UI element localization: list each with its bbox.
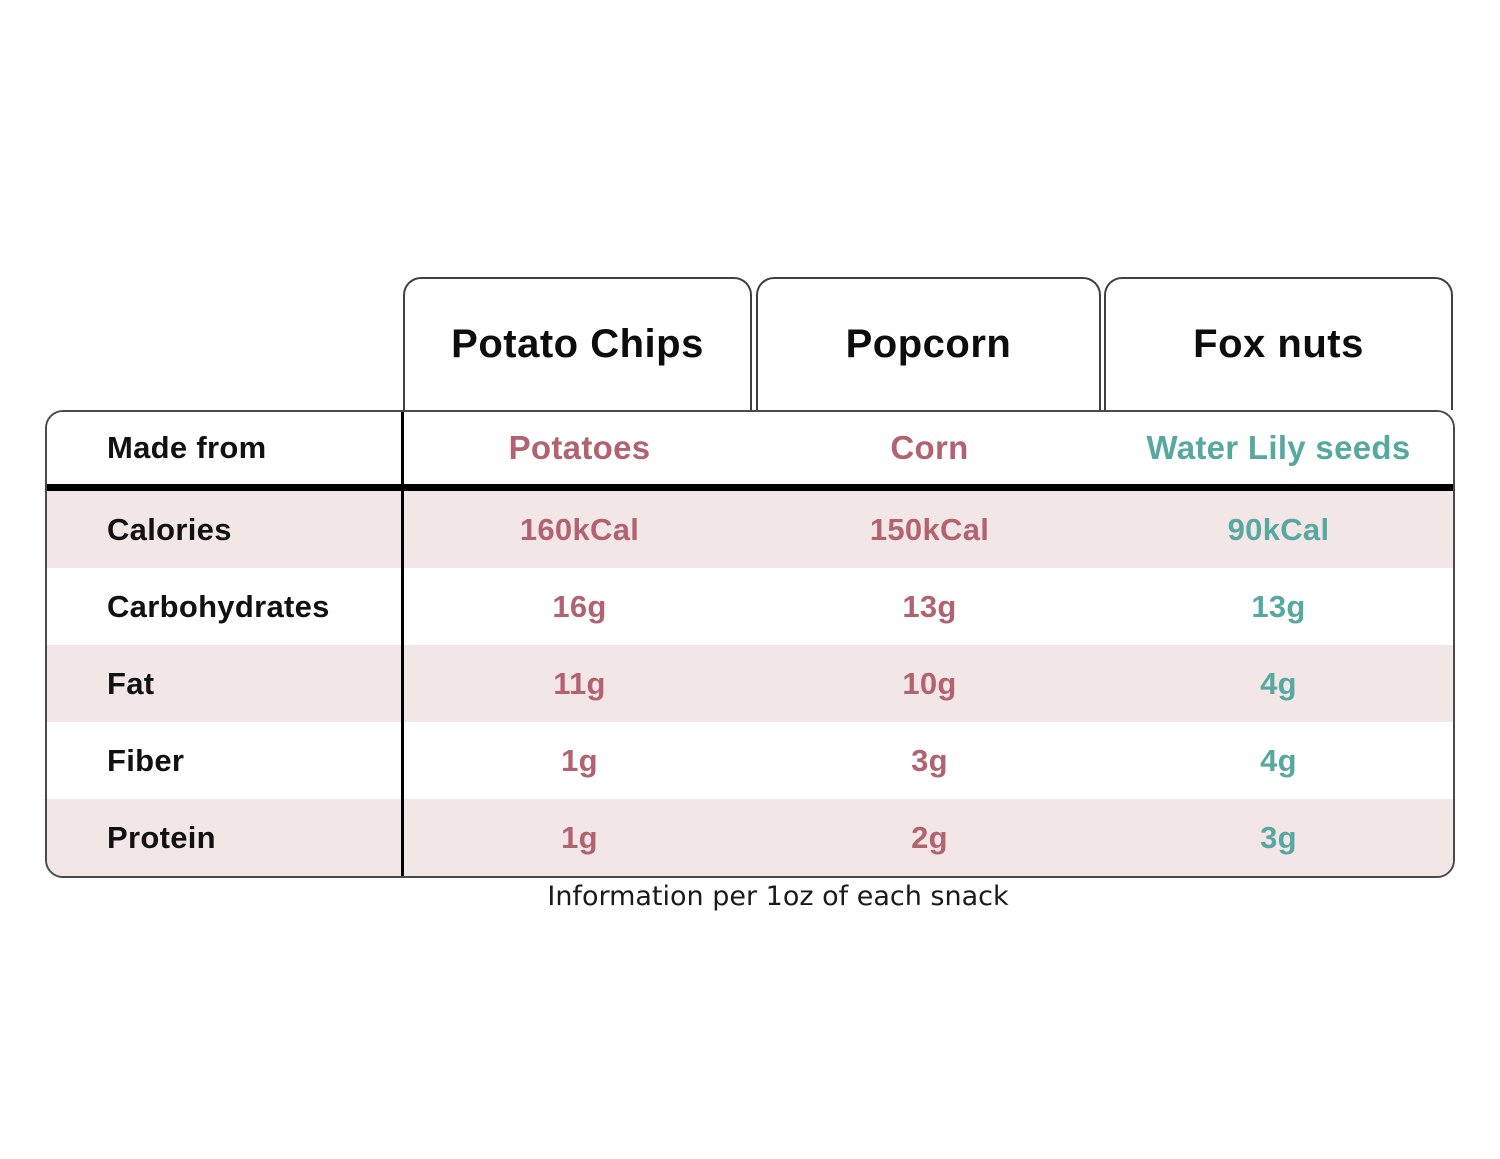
row-label-fat: Fat (47, 645, 404, 722)
cell-made-from-potato-chips: Potatoes (508, 429, 651, 466)
cell-fat-fox-nuts: 4g (1260, 665, 1297, 701)
nutrition-table: Made from Potatoes Corn Water Lily seeds… (45, 410, 1455, 878)
row-label-calories: Calories (47, 491, 404, 568)
row-label-made-from: Made from (47, 412, 404, 484)
row-label-protein: Protein (47, 799, 404, 876)
cell-carbohydrates-potato-chips: 16g (552, 588, 607, 624)
table-row-fiber: Fiber 1g 3g 4g (47, 722, 1453, 799)
cell-made-from-fox-nuts: Water Lily seeds (1146, 429, 1411, 466)
cell-fat-popcorn: 10g (902, 665, 957, 701)
cell-fat-potato-chips: 11g (553, 665, 606, 701)
tab-potato-chips: Potato Chips (403, 277, 752, 410)
cell-calories-potato-chips: 160kCal (519, 511, 640, 547)
cell-carbohydrates-popcorn: 13g (902, 588, 957, 624)
cell-calories-fox-nuts: 90kCal (1227, 511, 1330, 547)
cell-fiber-popcorn: 3g (911, 742, 948, 778)
table-row-calories: Calories 160kCal 150kCal 90kCal (47, 491, 1453, 568)
cell-protein-popcorn: 2g (911, 819, 948, 855)
table-caption: Information per 1oz of each snack (547, 881, 1009, 912)
tab-potato-chips-label: Potato Chips (451, 322, 704, 366)
tab-popcorn: Popcorn (756, 277, 1101, 410)
table-row-made-from: Made from Potatoes Corn Water Lily seeds (47, 412, 1453, 491)
cell-protein-potato-chips: 1g (561, 819, 598, 855)
cell-fiber-potato-chips: 1g (561, 742, 598, 778)
tab-popcorn-label: Popcorn (845, 322, 1012, 366)
cell-protein-fox-nuts: 3g (1260, 819, 1297, 855)
cell-fiber-fox-nuts: 4g (1260, 742, 1297, 778)
column-header-tabs: Potato Chips Popcorn Fox nuts (403, 277, 1453, 410)
table-row-fat: Fat 11g 10g 4g (47, 645, 1453, 722)
cell-calories-popcorn: 150kCal (869, 511, 990, 547)
row-label-carbohydrates: Carbohydrates (47, 568, 404, 645)
table-row-protein: Protein 1g 2g 3g (47, 799, 1453, 876)
row-label-fiber: Fiber (47, 722, 404, 799)
cell-made-from-popcorn: Corn (890, 429, 969, 466)
table-row-carbohydrates: Carbohydrates 16g 13g 13g (47, 568, 1453, 645)
cell-carbohydrates-fox-nuts: 13g (1251, 588, 1306, 624)
tab-fox-nuts-label: Fox nuts (1193, 322, 1364, 366)
tab-fox-nuts: Fox nuts (1104, 277, 1453, 410)
